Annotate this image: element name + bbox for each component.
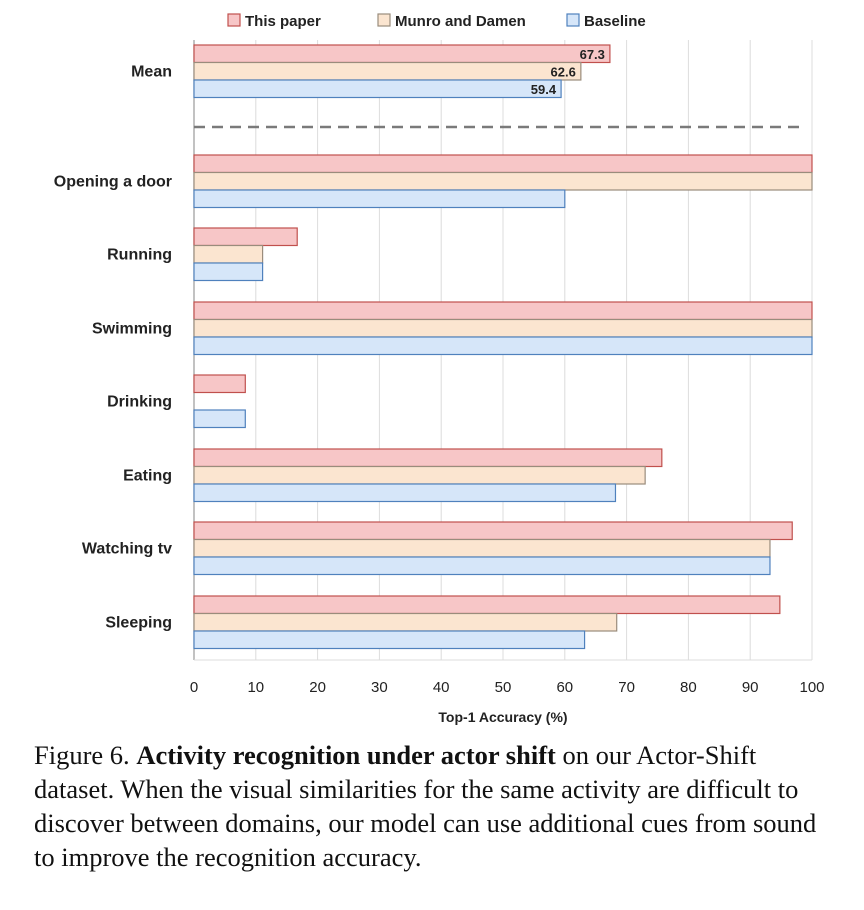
bar-eating-munro-and-damen: [193, 465, 646, 485]
legend-swatch-baseline: [566, 13, 580, 27]
category-label-sleeping: Sleeping: [105, 614, 172, 631]
bar-watching-tv-this-paper: [193, 521, 793, 541]
bar-mean-this-paper: [193, 44, 611, 64]
category-label-opening-a-door: Opening a door: [54, 173, 172, 190]
bar-opening-a-door-munro-and-damen: [193, 171, 813, 191]
bar-eating-baseline: [193, 483, 617, 503]
bar-running-baseline: [193, 262, 264, 282]
bar-watching-tv-munro-and-damen: [193, 538, 771, 558]
x-tick-label-50: 50: [495, 679, 512, 696]
data-label-mean-1: 62.6: [551, 64, 576, 79]
x-tick-label-60: 60: [556, 679, 573, 696]
figure-caption: Figure 6. Activity recognition under act…: [34, 738, 834, 874]
bar-running-munro-and-damen: [193, 244, 264, 264]
bar-swimming-baseline: [193, 336, 813, 356]
caption-prefix: Figure 6.: [34, 740, 130, 770]
category-label-running: Running: [107, 246, 172, 263]
legend-swatch-this-paper: [227, 13, 241, 27]
category-label-watching-tv: Watching tv: [82, 540, 172, 557]
x-tick-label-20: 20: [309, 679, 326, 696]
legend-swatch-munro-and-damen: [377, 13, 391, 27]
bar-swimming-munro-and-damen: [193, 318, 813, 338]
bar-swimming-this-paper: [193, 301, 813, 321]
caption-rest: on our Actor-Shift dataset. When the vis…: [34, 740, 817, 872]
bar-chart: Mean Opening a door Running Swimming Drinkin…: [54, 13, 825, 725]
bar-mean-munro-and-damen: [193, 61, 582, 81]
bar-drinking-baseline: [193, 409, 246, 429]
x-tick-label-0: 0: [190, 679, 198, 696]
bar-eating-this-paper: [193, 448, 663, 468]
bar-drinking-this-paper: [193, 374, 246, 394]
bar-opening-a-door-baseline: [193, 189, 566, 209]
bar-sleeping-munro-and-damen: [193, 612, 618, 632]
bar-sleeping-this-paper: [193, 595, 781, 615]
data-label-mean-0: 67.3: [580, 47, 605, 62]
x-tick-label-80: 80: [680, 679, 697, 696]
data-label-mean-2: 59.4: [531, 82, 557, 97]
bar-watching-tv-baseline: [193, 556, 771, 576]
category-label-swimming: Swimming: [92, 320, 172, 337]
x-tick-label-30: 30: [371, 679, 388, 696]
legend-label-baseline: Baseline: [584, 13, 646, 30]
bar-opening-a-door-this-paper: [193, 154, 813, 174]
category-label-eating: Eating: [123, 467, 172, 484]
legend-label-this-paper: This paper: [245, 13, 321, 30]
x-tick-label-90: 90: [742, 679, 759, 696]
bar-running-this-paper: [193, 227, 298, 247]
x-tick-label-10: 10: [247, 679, 264, 696]
category-label-mean: Mean: [131, 63, 172, 80]
x-axis-label: Top-1 Accuracy (%): [438, 709, 567, 725]
category-label-drinking: Drinking: [107, 393, 172, 410]
x-tick-label-100: 100: [799, 679, 824, 696]
x-tick-label-70: 70: [618, 679, 635, 696]
x-tick-label-40: 40: [433, 679, 450, 696]
bar-mean-baseline: [193, 79, 562, 99]
bar-sleeping-baseline: [193, 630, 586, 650]
legend-label-munro-and-damen: Munro and Damen: [395, 13, 526, 30]
caption-bold: Activity recognition under actor shift: [136, 740, 556, 770]
